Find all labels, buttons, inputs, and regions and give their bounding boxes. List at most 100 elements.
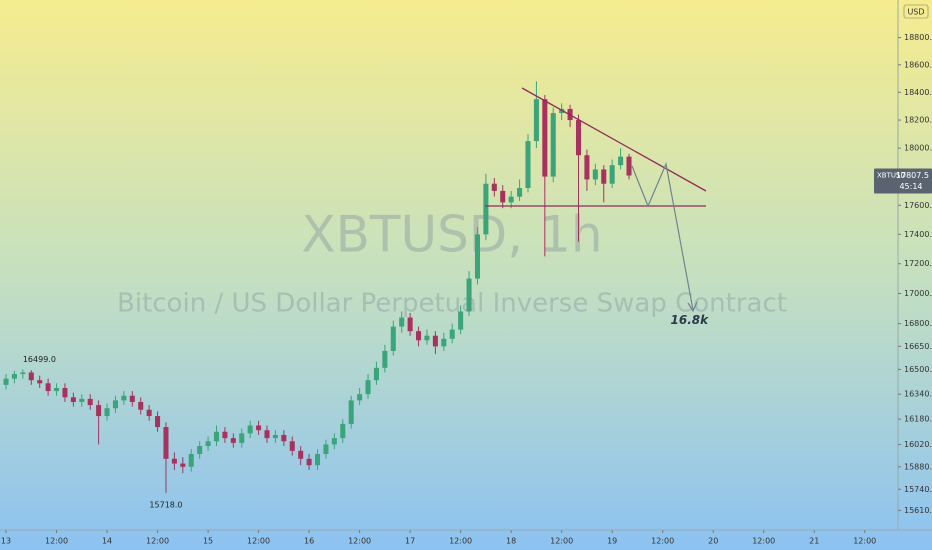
triangle-upper-line (521, 87, 707, 192)
last-price-symbol: XBTUSD (877, 171, 906, 179)
candle-body (129, 395, 135, 402)
candle-body (163, 427, 169, 459)
y-tick-label: 17400.0 (904, 230, 932, 239)
y-tick-label: 15740.0 (904, 485, 932, 494)
currency-label: USD (907, 8, 924, 17)
x-tick-label: 12:00 (651, 537, 674, 546)
candle-body (70, 397, 76, 402)
candle-body (104, 408, 110, 417)
candle-body (3, 378, 9, 385)
candle-body (96, 405, 102, 417)
candle-body (306, 458, 312, 466)
candle-body (424, 335, 430, 341)
candle-body (584, 155, 590, 180)
x-tick-label: 12:00 (853, 537, 876, 546)
candle-body (54, 387, 60, 392)
candle-body (28, 372, 34, 381)
y-tick-label: 15610.0 (904, 506, 932, 515)
candle-body (180, 463, 186, 467)
y-tick-label: 17000.0 (904, 289, 932, 298)
candle-body (575, 120, 582, 156)
last-price-badge (874, 168, 932, 194)
watermark-subtitle: Bitcoin / US Dollar Perpetual Inverse Sw… (117, 289, 787, 319)
candle-body (138, 401, 144, 410)
candle-body (382, 350, 388, 368)
candle-body (533, 99, 539, 142)
candle-body (491, 183, 497, 191)
y-tick-label: 18800.0 (904, 33, 932, 42)
countdown-label: 45:14 (899, 182, 922, 191)
candle-body (289, 441, 295, 451)
candle-body (365, 380, 371, 395)
candle-body (550, 113, 556, 177)
x-tick-label: 12:00 (247, 537, 270, 546)
candle-body (331, 438, 337, 445)
candle-body (298, 450, 304, 459)
x-tick-label: 18 (506, 537, 516, 546)
projection-arrow (687, 301, 698, 313)
y-tick-label: 16020.0 (904, 440, 932, 449)
y-tick-label: 18000.0 (904, 144, 932, 153)
candle-body (264, 430, 270, 439)
candle-body (357, 394, 363, 401)
candle-body (146, 409, 152, 417)
x-tick-label: 17 (405, 537, 415, 546)
candle-body (390, 326, 396, 351)
candle-body (559, 108, 565, 114)
candle-body (416, 331, 422, 341)
y-tick-label: 16180.0 (904, 415, 932, 424)
candle-body (508, 196, 514, 203)
y-tick-label: 16340.0 (904, 390, 932, 399)
x-tick-label: 13 (1, 537, 11, 546)
x-tick-label: 12:00 (752, 537, 775, 546)
candle-body (601, 169, 607, 184)
candle-body (314, 453, 321, 466)
candle-body (247, 425, 253, 434)
candle-body (112, 400, 118, 409)
candle-body (449, 329, 455, 339)
drawings (485, 87, 707, 313)
watermark-title: XBTUSD, 1h (301, 206, 602, 264)
candle-body (373, 367, 379, 381)
x-tick-label: 12:00 (348, 537, 371, 546)
y-tick-label: 18600.0 (904, 60, 932, 69)
annotation-label: 16499.0 (23, 355, 56, 364)
candle-body (340, 423, 346, 439)
candle-body (626, 156, 632, 176)
projection-path (631, 161, 694, 311)
y-tick-label: 17600.0 (904, 201, 932, 210)
candle-body (45, 383, 51, 392)
y-tick-label: 16500.0 (904, 365, 932, 374)
candle-body (458, 311, 464, 330)
x-tick-label: 12:00 (550, 537, 573, 546)
candle-body (542, 99, 548, 177)
candle-body (197, 446, 203, 454)
candle-body (256, 425, 262, 431)
annotation-label: 16.8k (671, 313, 710, 327)
candle-body (281, 434, 287, 442)
candle-body (466, 278, 472, 312)
candle-body (239, 433, 245, 443)
candle-body (474, 234, 481, 279)
candle-body (483, 183, 489, 235)
x-tick-label: 16 (304, 537, 314, 546)
candle-body (121, 395, 127, 401)
y-tick-label: 16650.0 (904, 342, 932, 351)
currency-selector[interactable]: USD (903, 4, 929, 19)
candle-body (20, 372, 26, 375)
candle-body (517, 188, 523, 197)
y-tick-label: 17200.0 (904, 259, 932, 268)
candle-body (79, 398, 85, 402)
x-tick-label: 14 (102, 537, 112, 546)
candle-body (230, 438, 236, 443)
candle-body (618, 156, 624, 166)
candle-body (432, 335, 438, 347)
candle-body (87, 398, 93, 406)
plot: 16499.0 15718.0 16.8k (3, 81, 709, 509)
candle-body (399, 317, 405, 327)
x-tick-label: 15 (203, 537, 213, 546)
candle-body (441, 338, 447, 347)
candle-body (272, 434, 278, 439)
candle-body (62, 387, 68, 398)
